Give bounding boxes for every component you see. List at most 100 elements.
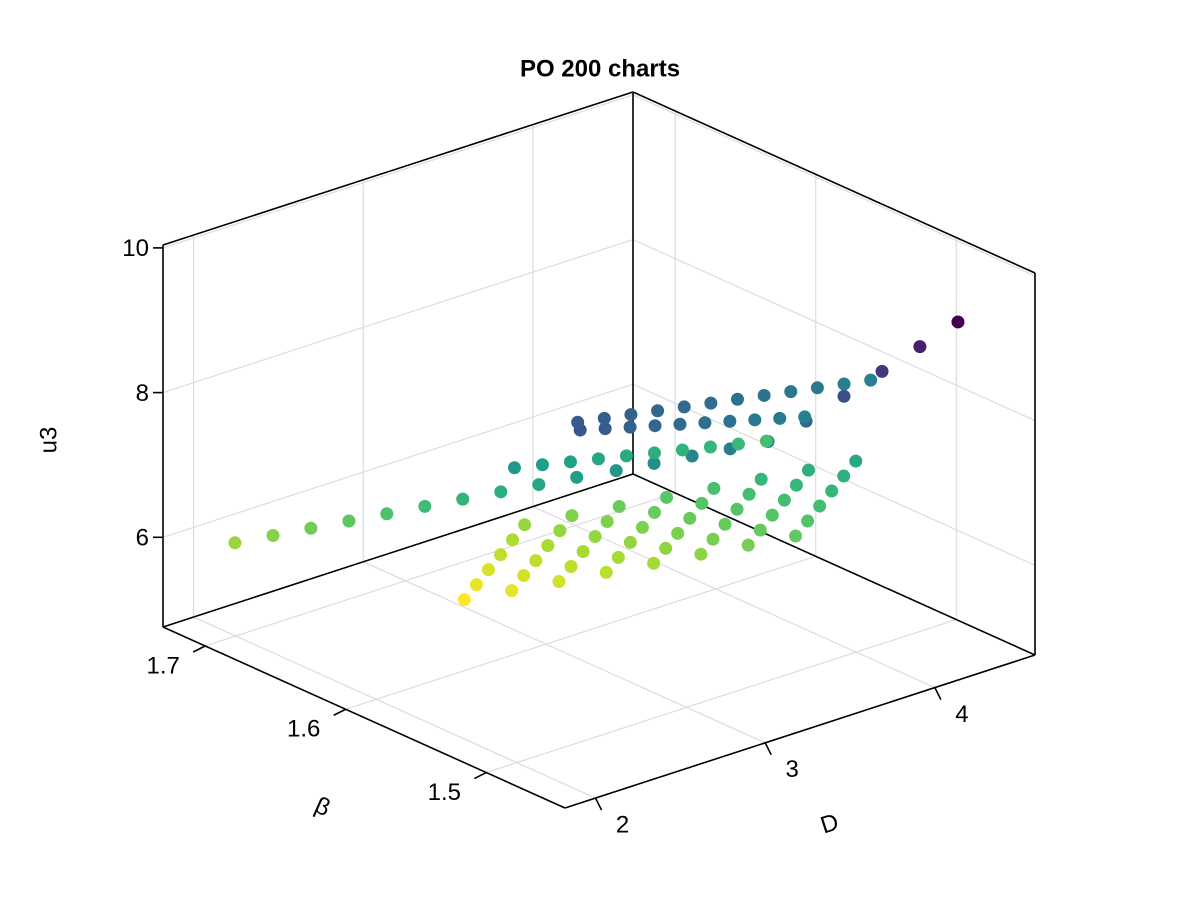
grid-line (345, 555, 816, 710)
point (694, 547, 708, 561)
point (505, 584, 519, 598)
point (765, 508, 779, 522)
z-tick-label: 6 (136, 525, 149, 552)
point (571, 415, 585, 429)
point (506, 533, 520, 547)
point (837, 469, 851, 483)
point (730, 502, 744, 516)
y-tick-label: 1.5 (428, 779, 461, 806)
point (228, 536, 242, 550)
axis-frame (632, 91, 1036, 274)
y-tick-label: 1.7 (146, 652, 179, 679)
x-tick (764, 742, 772, 756)
point (535, 458, 549, 472)
y-tick (192, 645, 206, 653)
point (660, 490, 674, 504)
point (707, 481, 721, 495)
point (342, 514, 356, 528)
point (591, 452, 605, 466)
point (748, 413, 762, 427)
point (671, 526, 685, 540)
point (456, 492, 470, 506)
point (570, 470, 584, 484)
point (849, 454, 863, 468)
point (825, 484, 839, 498)
point (837, 389, 851, 403)
point (481, 563, 495, 577)
point (611, 550, 625, 564)
point (494, 485, 508, 499)
point (541, 539, 555, 553)
grid-line (632, 383, 1036, 566)
point (518, 518, 532, 532)
x-tick (934, 687, 942, 700)
point (659, 541, 673, 555)
grid-line (362, 561, 766, 744)
point (706, 532, 720, 546)
point (753, 523, 767, 537)
point (469, 578, 483, 592)
point (651, 404, 665, 418)
point (635, 520, 649, 534)
point (647, 505, 661, 519)
z-tick-label: 10 (122, 235, 149, 262)
z-tick-label: 8 (136, 380, 149, 407)
point (698, 416, 712, 430)
x-axis-label: D (817, 808, 842, 839)
y-axis-label: β (311, 792, 335, 822)
point (913, 340, 927, 354)
axis-frame (162, 473, 634, 628)
point (810, 381, 824, 395)
point (685, 449, 699, 463)
point (517, 569, 531, 583)
x-tick (594, 797, 603, 811)
y-tick-label: 1.6 (287, 716, 320, 743)
point (619, 449, 633, 463)
point (612, 500, 626, 514)
point (598, 422, 612, 436)
point (801, 514, 815, 528)
x-tick-label: 2 (616, 811, 629, 838)
point (563, 455, 577, 469)
point (759, 434, 773, 448)
point (647, 446, 661, 460)
point (576, 544, 590, 558)
point (695, 496, 709, 510)
point (703, 440, 717, 454)
point (565, 509, 579, 523)
point (677, 400, 691, 414)
point (588, 530, 602, 544)
point (773, 411, 787, 425)
y-tick (333, 708, 347, 716)
grid-line (162, 383, 634, 538)
point (564, 559, 578, 573)
x-tick-label: 4 (955, 701, 968, 728)
point (673, 417, 687, 431)
point (304, 521, 318, 535)
point (742, 487, 756, 501)
point (754, 472, 768, 486)
point (624, 408, 638, 422)
axis-frame (632, 473, 1036, 656)
point (813, 499, 827, 513)
point (647, 456, 661, 470)
point (507, 461, 521, 475)
point (875, 364, 889, 378)
y-tick (473, 771, 487, 780)
axis-frame (564, 654, 1036, 809)
point (266, 528, 280, 542)
grid-line (204, 492, 676, 647)
point (648, 419, 662, 433)
point (532, 478, 546, 492)
point (599, 565, 613, 579)
point (609, 464, 623, 478)
point (457, 593, 471, 607)
point (380, 507, 394, 521)
point (730, 392, 744, 406)
point (723, 414, 737, 428)
point (647, 556, 661, 570)
axis-frame (162, 626, 566, 809)
point (597, 411, 611, 425)
point (789, 478, 803, 492)
point (837, 377, 851, 391)
